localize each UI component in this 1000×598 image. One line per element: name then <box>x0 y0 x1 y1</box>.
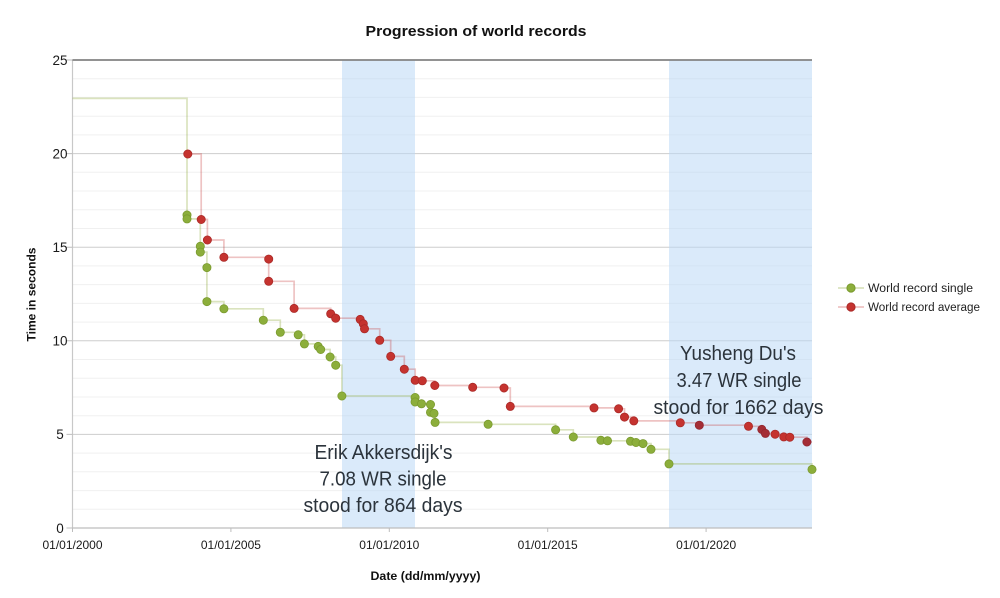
svg-text:Date (dd/mm/yyyy): Date (dd/mm/yyyy) <box>371 569 481 583</box>
svg-text:Progression of world records: Progression of world records <box>366 23 587 40</box>
svg-text:10: 10 <box>52 334 67 349</box>
svg-text:5: 5 <box>56 427 64 442</box>
svg-text:01/01/2020: 01/01/2020 <box>676 538 736 552</box>
svg-text:01/01/2000: 01/01/2000 <box>42 538 102 552</box>
svg-text:01/01/2015: 01/01/2015 <box>518 538 578 552</box>
svg-text:3.47 WR single: 3.47 WR single <box>677 370 802 392</box>
svg-text:World record average: World record average <box>868 302 980 314</box>
svg-text:World record single: World record single <box>868 283 973 295</box>
svg-text:20: 20 <box>52 146 67 161</box>
svg-text:0: 0 <box>56 521 64 536</box>
svg-text:25: 25 <box>52 53 67 68</box>
svg-text:7.08 WR single: 7.08 WR single <box>320 468 447 490</box>
svg-text:01/01/2005: 01/01/2005 <box>201 538 261 552</box>
svg-text:stood for 1662 days: stood for 1662 days <box>654 397 824 419</box>
svg-text:15: 15 <box>52 240 67 255</box>
svg-text:Time in seconds: Time in seconds <box>25 247 39 341</box>
svg-text:Erik Akkersdijk's: Erik Akkersdijk's <box>315 442 453 464</box>
svg-text:01/01/2010: 01/01/2010 <box>359 538 419 552</box>
svg-text:Yusheng Du's: Yusheng Du's <box>680 343 796 365</box>
svg-text:stood for 864 days: stood for 864 days <box>304 495 463 517</box>
